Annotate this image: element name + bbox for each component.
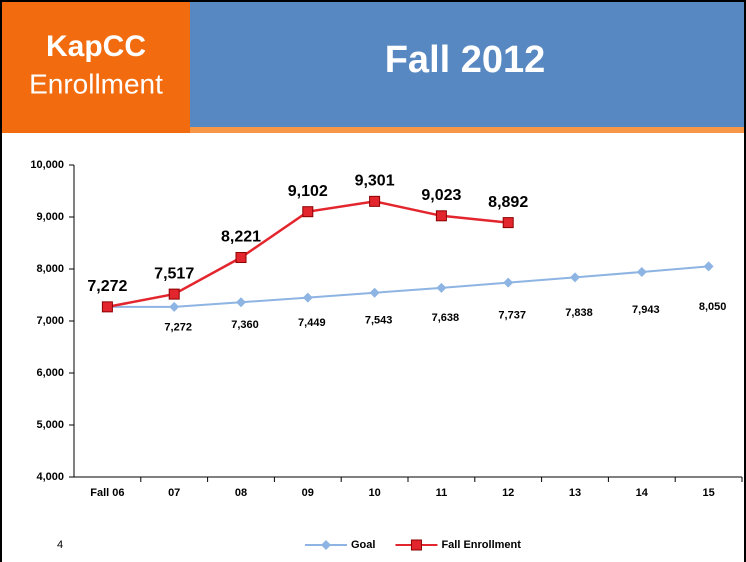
- data-label: 7,272: [87, 278, 127, 295]
- x-tick-label: 11: [436, 487, 448, 499]
- page-number: 4: [57, 539, 63, 551]
- enrollment-marker: [168, 288, 180, 300]
- data-label: 7,737: [498, 310, 526, 322]
- enrollment-marker: [369, 195, 381, 207]
- goal-marker: [703, 261, 714, 272]
- legend-label: Goal: [351, 539, 375, 551]
- data-label: 9,023: [421, 187, 461, 204]
- data-label: 9,102: [288, 183, 328, 200]
- y-tick-label: 8,000: [36, 263, 64, 275]
- y-tick-label: 7,000: [36, 315, 64, 327]
- goal-marker: [503, 277, 514, 288]
- y-tick-label: 4,000: [36, 471, 64, 483]
- y-tick-label: 6,000: [36, 367, 64, 379]
- data-label: 7,360: [231, 319, 259, 331]
- y-tick-label: 5,000: [36, 419, 64, 431]
- data-label: 8,892: [488, 194, 528, 211]
- data-label: 7,638: [432, 312, 460, 324]
- enrollment-marker: [101, 301, 113, 313]
- x-tick-label: 10: [368, 487, 380, 499]
- x-tick-label: Fall 06: [90, 487, 124, 499]
- series-line: [107, 265, 709, 308]
- goal-marker: [436, 282, 447, 293]
- goal-marker: [169, 301, 180, 312]
- data-label: 9,301: [355, 173, 395, 190]
- enrollment-marker: [502, 217, 514, 229]
- brand-box: [0, 0, 190, 133]
- data-label: 8,050: [699, 301, 727, 313]
- data-label: 7,517: [154, 265, 194, 282]
- data-label: 7,449: [298, 317, 326, 329]
- goal-marker: [302, 292, 313, 303]
- legend-marker: [410, 539, 422, 551]
- header-band: [190, 0, 746, 127]
- slide-title: Fall 2012: [385, 39, 546, 81]
- y-tick-label: 9,000: [36, 211, 64, 223]
- goal-marker: [236, 297, 246, 308]
- goal-marker: [636, 266, 647, 277]
- x-tick-label: 09: [302, 487, 314, 499]
- data-label: 7,543: [365, 315, 393, 327]
- data-label: 7,838: [565, 307, 593, 319]
- data-label: 7,943: [632, 304, 660, 316]
- header-texture: [190, 0, 746, 127]
- legend-label: Fall Enrollment: [441, 539, 521, 551]
- enrollment-marker: [235, 252, 247, 264]
- x-tick-label: 13: [569, 487, 581, 499]
- x-tick-label: 14: [636, 487, 649, 499]
- brand: KapCC: [46, 30, 146, 63]
- x-tick-label: 08: [235, 487, 247, 499]
- header-stripe: [190, 127, 746, 133]
- enrollment-marker: [302, 206, 314, 218]
- x-tick-label: 15: [702, 487, 714, 499]
- x-tick-label: 07: [168, 487, 180, 499]
- goal-marker: [369, 287, 380, 298]
- data-label: 8,221: [221, 229, 261, 246]
- x-tick-label: 12: [502, 487, 514, 499]
- brand-subtitle: Enrollment: [29, 68, 163, 99]
- legend-marker: [321, 540, 331, 550]
- data-label: 7,272: [164, 321, 192, 333]
- y-tick-label: 10,000: [30, 159, 64, 171]
- goal-marker: [570, 272, 580, 283]
- enrollment-marker: [435, 210, 447, 222]
